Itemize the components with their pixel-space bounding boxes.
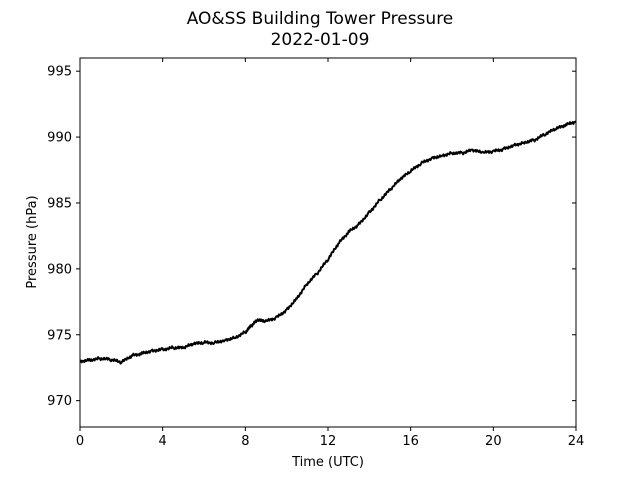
- x-axis-label: Time (UTC): [291, 455, 364, 470]
- x-tick-label: 4: [159, 434, 167, 449]
- y-tick-label: 980: [47, 262, 72, 277]
- plot-frame: [79, 57, 577, 428]
- y-axis-label: Pressure (hPa): [25, 195, 40, 288]
- y-axis-ticks: 970 975 980 985 990 995: [47, 65, 576, 409]
- y-tick-label: 995: [47, 65, 72, 80]
- x-axis-ticks: 0 4 8 12 16 20 24: [76, 58, 584, 449]
- x-tick-label: 24: [568, 434, 585, 449]
- y-tick-label: 970: [47, 394, 72, 409]
- pressure-series-line: [79, 120, 577, 365]
- y-tick-label: 990: [47, 131, 72, 146]
- x-tick-label: 8: [241, 434, 249, 449]
- y-tick-label: 985: [47, 196, 72, 211]
- x-tick-label: 16: [402, 434, 419, 449]
- chart-subtitle: 2022-01-09: [271, 30, 370, 50]
- x-tick-label: 0: [76, 434, 84, 449]
- plot-area: 0 4 8 12 16 20 24 970 975 980 985 990 995: [47, 57, 584, 449]
- chart-title: AO&SS Building Tower Pressure: [187, 9, 454, 29]
- x-tick-label: 20: [485, 434, 502, 449]
- y-tick-label: 975: [47, 328, 72, 343]
- x-tick-label: 12: [320, 434, 337, 449]
